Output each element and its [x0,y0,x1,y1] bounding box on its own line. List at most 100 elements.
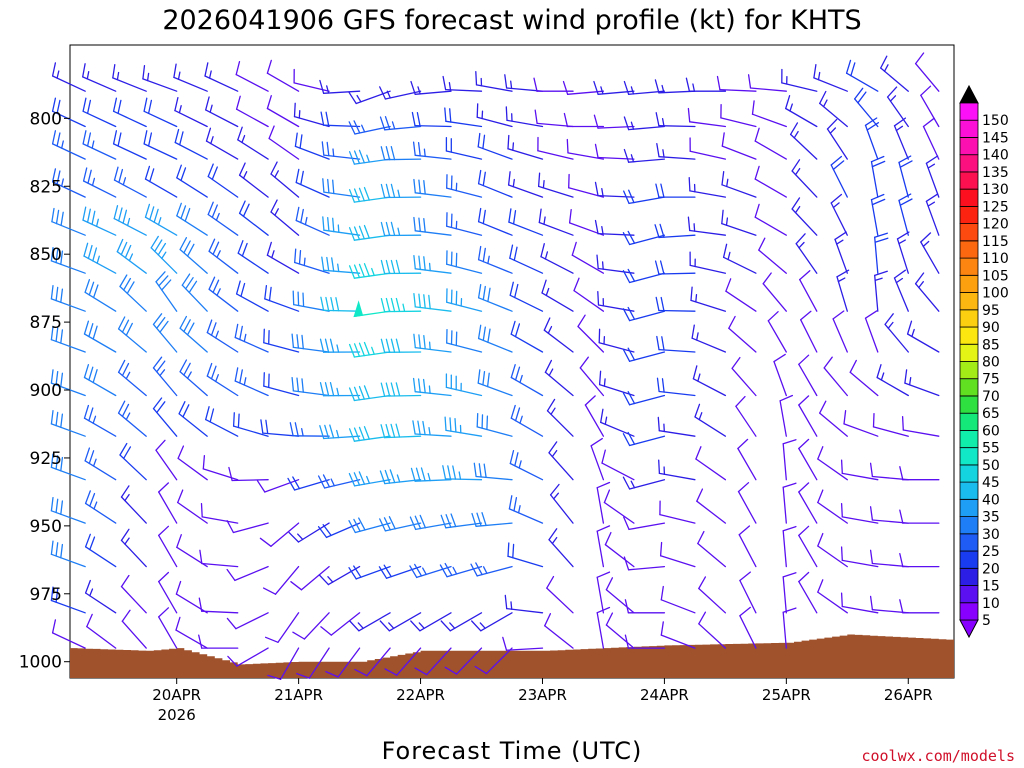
barb-full [481,512,487,527]
barb-half [92,415,97,424]
barb-full [380,297,386,313]
wind-barb [319,381,361,397]
barb-staff [604,544,635,568]
wind-barb [174,96,208,128]
wind-barb [144,203,178,236]
barb-full [51,62,57,77]
barb-half [386,90,391,99]
barb-staff [834,238,848,274]
wind-barb [690,286,727,312]
barb-half [336,429,340,439]
barb-staff [571,254,605,274]
barb-full [413,178,416,194]
barb-full [380,183,386,199]
barb-staff [721,184,757,198]
barb-full [445,514,452,528]
barb-staff [579,367,605,397]
barb-full [329,338,335,353]
wind-barb [471,612,513,632]
barb-full [82,167,88,182]
barb-full [725,278,732,292]
wind-barb [82,63,117,92]
wind-barb [906,320,940,353]
barb-full [819,400,827,414]
barb-full [716,75,721,91]
barb-full [390,382,396,397]
barb-full [687,107,691,123]
wind-barb [84,533,117,568]
barb-full [50,410,54,425]
barb-staff [279,647,300,680]
barb-staff [658,348,696,353]
colorbar-segment [959,429,979,448]
wind-barb [412,141,452,160]
barb-full [739,571,751,582]
wind-barb [623,189,666,205]
wind-barb [605,612,635,649]
barb-full [654,79,660,94]
wind-barb [622,268,666,284]
wind-barb [798,395,818,437]
barb-full [899,509,904,524]
wind-barb [655,183,696,198]
barb-full [87,244,93,260]
barb-full [418,255,421,271]
wind-barb [348,263,391,279]
barb-half [630,86,635,95]
barb-staff [731,367,757,397]
barb-staff [235,73,269,92]
barb-staff [444,478,483,481]
wind-barb [348,90,391,105]
barb-full [237,240,244,254]
barb-full [92,284,99,299]
y-tick-label: 825 [30,177,62,197]
barb-full [208,238,216,252]
barb-full [627,268,636,282]
barb-full [385,382,391,397]
wind-barb [477,169,513,198]
barb-full [482,326,486,342]
wind-barb [226,612,269,630]
barb-full [56,99,61,115]
wind-barb [155,439,178,481]
colorbar-segment [959,464,979,483]
barb-full [389,469,396,484]
barb-full [353,472,361,486]
barb-staff [795,243,818,274]
barb-full [849,359,857,373]
barb-staff [83,376,117,397]
barb-staff [51,75,86,92]
barb-full [548,441,558,454]
barb-half [271,250,275,259]
barb-full [266,241,272,256]
barb-full [380,382,386,397]
wind-barb [238,162,269,198]
wind-barb [446,250,483,274]
barb-staff [50,382,86,397]
barb-staff [596,487,605,524]
wind-barb [655,112,696,128]
wind-barb [533,77,574,92]
wind-barb [150,235,178,274]
wind-barb [266,241,300,274]
barb-full [55,370,59,386]
wind-barb [206,319,239,353]
barb-staff [872,426,909,437]
barb-staff [113,217,147,236]
barb-full [623,190,630,205]
barb-half [837,277,846,283]
barb-half [126,217,131,227]
barb-staff [206,331,239,353]
barb-full [235,95,241,110]
barb-full [363,426,370,440]
barb-full [156,401,166,414]
barb-staff [202,468,239,481]
barb-full [687,216,691,232]
barb-half [458,471,462,480]
wind-barb [83,320,117,353]
colorbar-label: 110 [982,251,1009,267]
barb-staff [506,119,544,128]
barb-full [508,495,513,510]
barb-staff [337,647,361,678]
barb-staff [597,267,635,274]
